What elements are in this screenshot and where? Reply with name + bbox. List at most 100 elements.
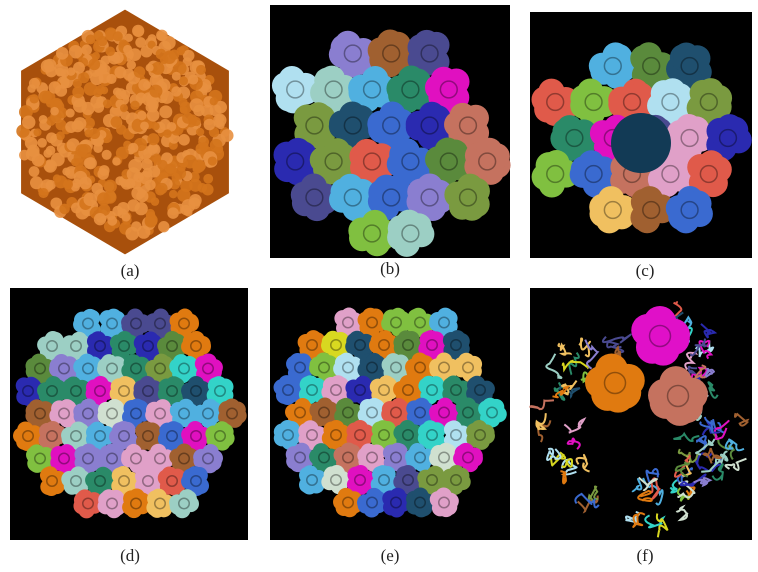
- capsomer-center: [547, 166, 564, 183]
- capsomer: [85, 157, 97, 169]
- capsomer-center: [191, 476, 202, 487]
- capsomer-center: [95, 386, 106, 397]
- capsomer-center: [391, 362, 402, 373]
- capsomer-center: [283, 385, 294, 396]
- capsomer: [156, 183, 167, 194]
- capsomer: [192, 117, 201, 126]
- capsomer: [46, 116, 56, 126]
- capsomer-center: [179, 453, 190, 464]
- capsomer: [29, 94, 38, 103]
- capsomer: [46, 160, 54, 168]
- capsomer: [204, 119, 216, 131]
- capsomer-center: [307, 430, 318, 441]
- capsomer: [63, 179, 73, 189]
- capsomer-center: [383, 45, 400, 62]
- capsomer: [107, 216, 117, 226]
- capsomer-center: [379, 340, 390, 351]
- capsomer-center: [155, 363, 166, 374]
- capsomer: [196, 128, 204, 136]
- capsomer-center: [119, 386, 130, 397]
- capsomer-center: [331, 475, 342, 486]
- capsomer-center: [662, 166, 679, 183]
- panel-label: (b): [380, 259, 400, 278]
- capsomer-center: [439, 452, 450, 463]
- capsomer: [149, 85, 162, 98]
- capsomer: [169, 190, 177, 198]
- capsomer-center: [167, 386, 178, 397]
- capsomer-center: [344, 189, 361, 206]
- capsomer: [157, 160, 167, 170]
- capsomer: [116, 124, 126, 134]
- capsomer-center: [179, 408, 190, 419]
- capsomer: [50, 107, 59, 116]
- capsomer-center: [131, 363, 142, 374]
- panel-label: (a): [121, 261, 140, 280]
- capsomer-center: [203, 363, 214, 374]
- capsomer: [105, 47, 115, 57]
- capsomer-center: [306, 117, 323, 134]
- capsomer: [147, 133, 159, 145]
- capsomer: [66, 109, 75, 118]
- capsomer-center: [155, 453, 166, 464]
- capsomer-center: [143, 431, 154, 442]
- capsomer-center: [203, 408, 214, 419]
- capsomer: [19, 150, 30, 161]
- capsomer-center: [131, 318, 142, 329]
- capsomer-center: [681, 58, 698, 75]
- capsomer: [190, 98, 204, 112]
- capsomer: [156, 30, 168, 42]
- capsomer-center: [343, 317, 354, 328]
- capsomer-center: [295, 407, 306, 418]
- capsomer-center: [131, 453, 142, 464]
- capsomer-center: [47, 476, 58, 487]
- capsomer-center: [402, 81, 419, 98]
- capsomer: [210, 97, 218, 105]
- capsomer: [158, 221, 169, 232]
- capsomer: [143, 81, 151, 89]
- panel-label: (c): [636, 261, 655, 280]
- capsomer-center: [107, 318, 118, 329]
- capsomer: [99, 165, 110, 176]
- capsomer-center: [343, 362, 354, 373]
- capsomer-center: [355, 385, 366, 396]
- capsomer: [62, 168, 70, 176]
- capsomer-center: [71, 431, 82, 442]
- capsomer-center: [307, 385, 318, 396]
- capsomer: [203, 174, 213, 184]
- capsomer-center: [83, 498, 94, 509]
- capsomer-center: [681, 130, 698, 147]
- capsomer-center: [383, 117, 400, 134]
- capsomer-center: [343, 452, 354, 463]
- capsomer: [74, 117, 87, 130]
- capsomer-center: [391, 407, 402, 418]
- capsomer: [135, 202, 148, 215]
- capsomer-center: [155, 408, 166, 419]
- capsomer: [198, 137, 209, 148]
- capsomer-center: [700, 166, 717, 183]
- capsomer-center: [71, 476, 82, 487]
- capsomer-center: [479, 153, 496, 170]
- capsomer-center: [415, 362, 426, 373]
- capsomer-center: [59, 453, 70, 464]
- capsomer-center: [167, 431, 178, 442]
- capsomer-center: [325, 81, 342, 98]
- capsomer: [196, 65, 206, 75]
- capsomer: [146, 64, 154, 72]
- capsomer-center: [440, 153, 457, 170]
- capsomer-center: [604, 202, 621, 219]
- capsomer: [33, 128, 41, 136]
- capsomer: [147, 109, 160, 122]
- capsomer: [210, 139, 223, 152]
- capsomer: [113, 31, 123, 41]
- capsomer-center: [439, 362, 450, 373]
- capsomer-center: [179, 318, 190, 329]
- capsomer-center: [107, 498, 118, 509]
- capsomer-center: [215, 431, 226, 442]
- capsomer-center: [402, 153, 419, 170]
- capsomer-center: [415, 497, 426, 508]
- capsomer-center: [475, 430, 486, 441]
- capsomer-center: [155, 498, 166, 509]
- capsomer-center: [355, 475, 366, 486]
- capsomer: [22, 116, 35, 129]
- capsomer-center: [364, 153, 381, 170]
